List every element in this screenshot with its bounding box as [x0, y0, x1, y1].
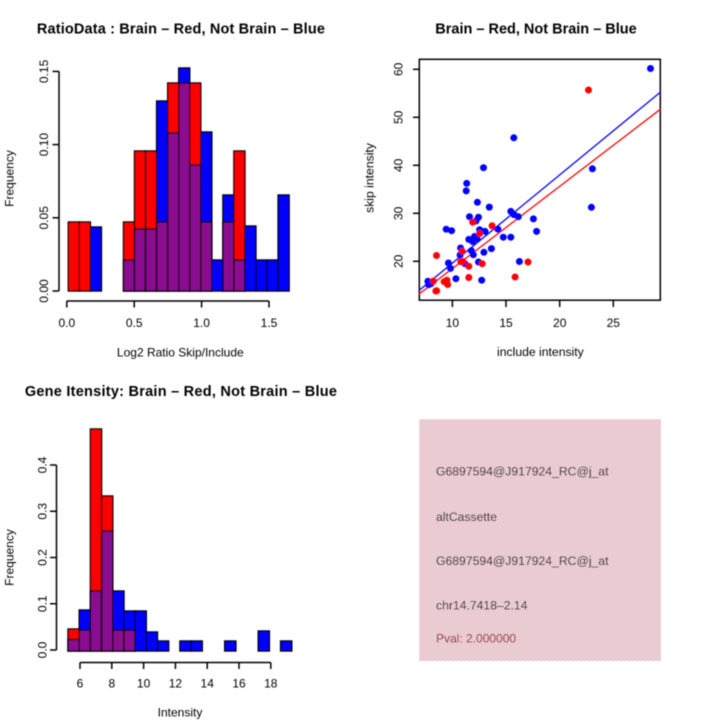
- svg-text:include intensity: include intensity: [497, 345, 585, 359]
- svg-text:0.10: 0.10: [37, 133, 51, 157]
- svg-text:1.0: 1.0: [193, 316, 210, 330]
- svg-text:40: 40: [392, 158, 406, 172]
- svg-text:Brain – Red, Not Brain – Blue: Brain – Red, Not Brain – Blue: [435, 22, 636, 38]
- svg-text:0.2: 0.2: [36, 549, 50, 566]
- svg-text:12: 12: [169, 677, 183, 691]
- svg-text:10: 10: [137, 677, 151, 691]
- svg-text:0.4: 0.4: [36, 456, 50, 473]
- svg-text:10: 10: [446, 316, 460, 330]
- svg-text:chr14.7418–2.14: chr14.7418–2.14: [436, 598, 528, 612]
- svg-text:Frequency: Frequency: [2, 529, 16, 586]
- svg-text:20: 20: [392, 254, 406, 268]
- svg-text:20: 20: [553, 316, 567, 330]
- svg-text:Intensity: Intensity: [158, 706, 203, 720]
- svg-text:6: 6: [77, 677, 84, 691]
- svg-text:skip intensity: skip intensity: [363, 142, 377, 213]
- svg-text:0.15: 0.15: [37, 59, 51, 83]
- svg-text:14: 14: [201, 677, 215, 691]
- svg-text:25: 25: [607, 316, 621, 330]
- svg-text:Log2 Ratio Skip/Include: Log2 Ratio Skip/Include: [117, 346, 244, 360]
- svg-text:1.5: 1.5: [261, 316, 278, 330]
- svg-text:0.3: 0.3: [36, 503, 50, 520]
- svg-text:RatioData : Brain – Red, Not B: RatioData : Brain – Red, Not Brain – Blu…: [37, 22, 325, 38]
- svg-text:0.0: 0.0: [58, 316, 75, 330]
- svg-text:8: 8: [108, 677, 115, 691]
- svg-text:18: 18: [264, 677, 278, 691]
- svg-text:G6897594@J917924_RC@j_at: G6897594@J917924_RC@j_at: [436, 554, 609, 568]
- svg-text:Pval: 2.000000: Pval: 2.000000: [436, 631, 516, 645]
- svg-text:0.05: 0.05: [37, 206, 51, 230]
- svg-text:0.5: 0.5: [126, 316, 143, 330]
- svg-text:15: 15: [499, 316, 513, 330]
- svg-text:50: 50: [392, 110, 406, 124]
- svg-text:G6897594@J917924_RC@j_at: G6897594@J917924_RC@j_at: [436, 465, 609, 479]
- svg-text:0.1: 0.1: [36, 595, 50, 612]
- svg-text:Frequency: Frequency: [2, 150, 16, 207]
- svg-text:Gene Itensity: Brain – Red, No: Gene Itensity: Brain – Red, Not Brain – …: [25, 384, 337, 400]
- svg-text:30: 30: [392, 206, 406, 220]
- svg-text:60: 60: [392, 62, 406, 76]
- svg-text:altCassette: altCassette: [436, 510, 497, 524]
- svg-text:0.0: 0.0: [36, 641, 50, 658]
- svg-text:0.00: 0.00: [37, 279, 51, 303]
- svg-text:16: 16: [232, 677, 246, 691]
